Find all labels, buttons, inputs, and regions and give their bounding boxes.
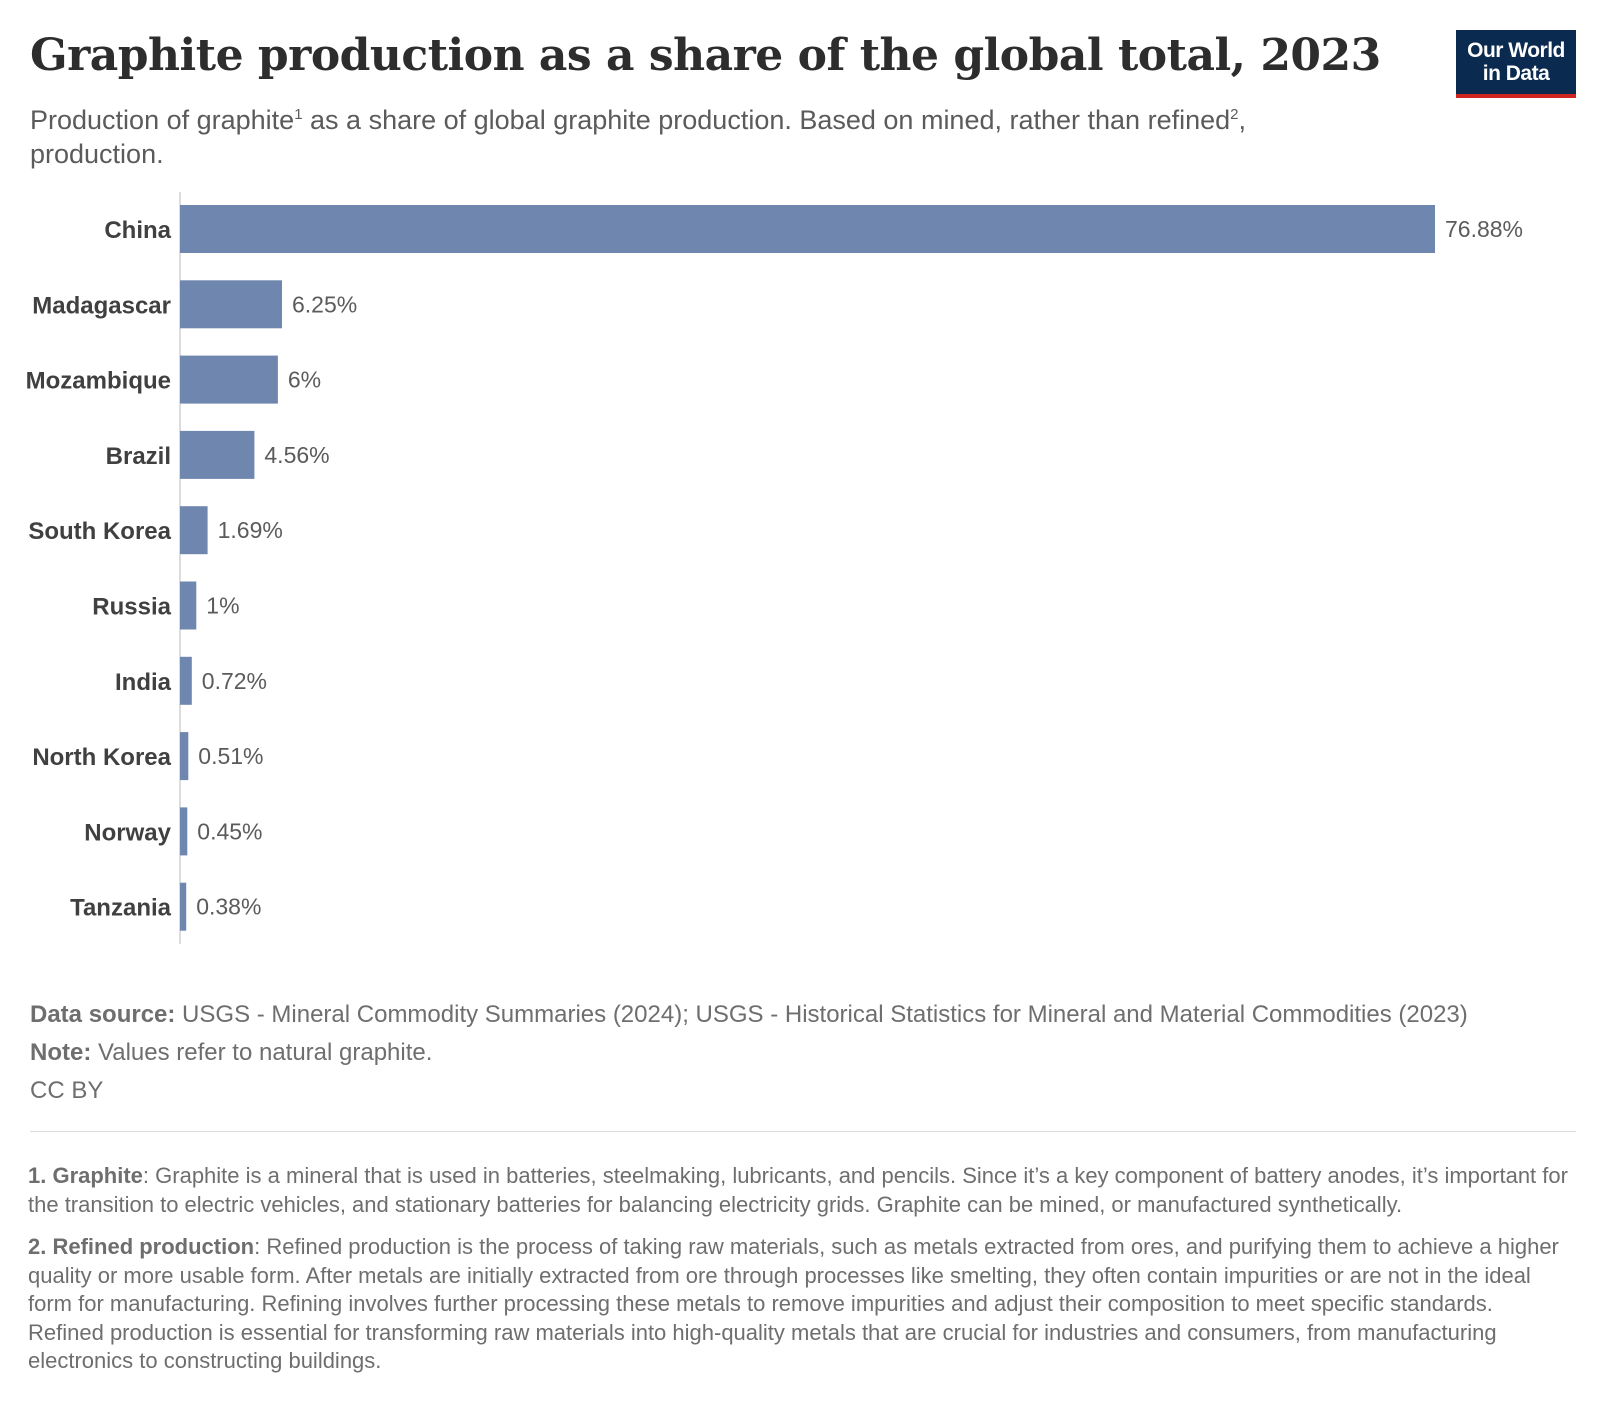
data-label: 1.69%	[218, 517, 283, 543]
bar[interactable]	[180, 581, 197, 630]
footnote-1-text: : Graphite is a mineral that is used in …	[28, 1163, 1568, 1217]
data-label: 0.72%	[202, 668, 267, 694]
chart-note: Note: Values refer to natural graphite.	[30, 1034, 1570, 1072]
data-label: 4.56%	[264, 442, 329, 468]
note-label: Note:	[30, 1039, 92, 1066]
note-text: Values refer to natural graphite.	[91, 1039, 433, 1066]
chart-title: Graphite production as a share of the gl…	[30, 30, 1381, 81]
bar[interactable]	[180, 656, 192, 705]
bar[interactable]	[180, 355, 278, 404]
divider	[30, 1131, 1576, 1132]
bar[interactable]	[180, 506, 208, 555]
bar[interactable]	[180, 807, 188, 856]
logo-line-1: Our World	[1467, 39, 1565, 62]
data-source: Data source: USGS - Mineral Commodity Su…	[30, 996, 1570, 1034]
footnote-1-label: 1. Graphite	[28, 1163, 143, 1188]
category-label: Brazil	[106, 443, 171, 470]
chart-footer: Data source: USGS - Mineral Commodity Su…	[30, 996, 1570, 1110]
data-label: 6%	[288, 367, 321, 393]
category-label: Madagascar	[32, 292, 171, 319]
bar-chart: China 76.88% Madagascar 6.25% Mozambique 6% Br…	[26, 192, 1523, 944]
data-label: 6.25%	[292, 291, 357, 317]
subtitle-text-1: Production of graphite	[30, 105, 295, 135]
bar[interactable]	[180, 882, 187, 931]
subtitle-text-2: as a share of global graphite production…	[302, 105, 1231, 135]
footnote-2-label: 2. Refined production	[28, 1234, 255, 1259]
footnote-1: 1. Graphite: Graphite is a mineral that …	[28, 1162, 1568, 1219]
data-label: 0.38%	[196, 894, 261, 920]
category-label: Mozambique	[26, 368, 171, 395]
category-label: North Korea	[32, 744, 171, 771]
category-label: Norway	[84, 819, 171, 846]
bar[interactable]	[180, 205, 1435, 253]
data-label: 1%	[206, 593, 239, 619]
chart-subtitle: Production of graphite1 as a share of gl…	[30, 98, 1350, 171]
bar[interactable]	[180, 430, 255, 479]
category-label: Russia	[92, 594, 171, 621]
bar[interactable]	[180, 732, 189, 781]
data-label: 0.51%	[198, 743, 263, 769]
data-label: 0.45%	[197, 818, 262, 844]
category-label: India	[115, 669, 172, 696]
category-label: South Korea	[28, 518, 171, 545]
category-label: China	[104, 217, 171, 244]
footnote-ref-1[interactable]: 1	[294, 106, 303, 123]
data-source-label: Data source:	[30, 1001, 176, 1028]
license[interactable]: CC BY	[30, 1077, 104, 1104]
category-label: Tanzania	[70, 895, 172, 922]
owid-logo[interactable]: Our World in Data	[1456, 30, 1576, 98]
footnote-ref-2[interactable]: 2	[1230, 106, 1239, 123]
footnote-2-text: : Refined production is the process of t…	[28, 1234, 1559, 1373]
data-source-text: USGS - Mineral Commodity Summaries (2024…	[175, 1001, 1468, 1028]
data-label: 76.88%	[1445, 216, 1523, 242]
bar[interactable]	[180, 280, 282, 329]
footnote-2: 2. Refined production: Refined productio…	[28, 1233, 1568, 1376]
footnotes: 1. Graphite: Graphite is a mineral that …	[28, 1162, 1568, 1390]
subtitle-text-3: , production.	[30, 105, 1246, 169]
logo-line-2: in Data	[1482, 62, 1550, 85]
